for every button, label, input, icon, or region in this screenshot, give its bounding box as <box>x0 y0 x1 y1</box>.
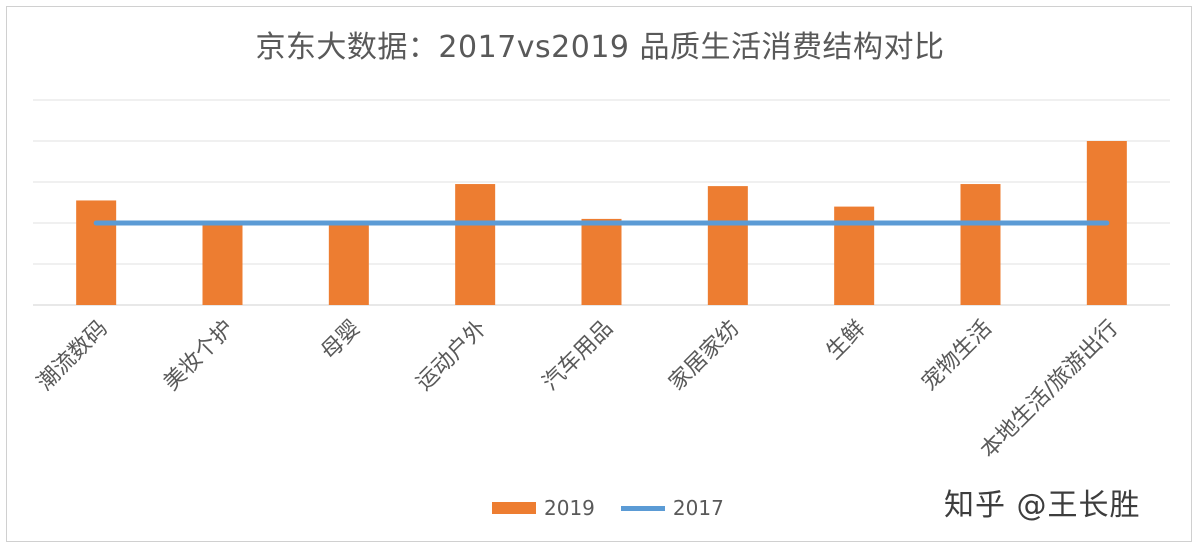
legend-item-2017: 2017 <box>620 496 724 520</box>
bar-2019-0 <box>76 200 117 305</box>
legend-swatch-line <box>620 505 665 511</box>
x-tick-label-0: 潮流数码 <box>33 316 113 396</box>
x-tick-label-7: 宠物生活 <box>917 316 997 396</box>
watermark: 知乎 @王长胜 <box>944 488 1141 523</box>
bar-2019-3 <box>455 184 496 305</box>
bar-2019-2 <box>328 225 369 305</box>
chart-legend: 2019 2017 <box>492 496 750 520</box>
legend-item-2019: 2019 <box>492 496 595 520</box>
bar-2019-1 <box>202 225 243 305</box>
x-tick-label-1: 美妆个护 <box>159 316 239 396</box>
legend-label-2019: 2019 <box>544 496 595 520</box>
legend-label-2017: 2017 <box>672 496 724 520</box>
bar-2019-7 <box>960 184 1001 305</box>
x-tick-label-6: 生鲜 <box>822 316 871 365</box>
chart-title: 京东大数据：2017vs2019 品质生活消费结构对比 <box>255 30 945 65</box>
x-tick-label-3: 运动户外 <box>412 316 492 396</box>
x-tick-label-5: 家居家纺 <box>664 316 744 396</box>
x-tick-label-4: 汽车用品 <box>538 316 618 396</box>
x-tick-label-8: 本地生活/旅游出行 <box>976 316 1123 463</box>
legend-swatch-bar <box>492 502 536 514</box>
bar-2019-5 <box>707 186 748 305</box>
bar-2019-4 <box>581 218 622 305</box>
x-tick-label-2: 母婴 <box>317 316 366 365</box>
